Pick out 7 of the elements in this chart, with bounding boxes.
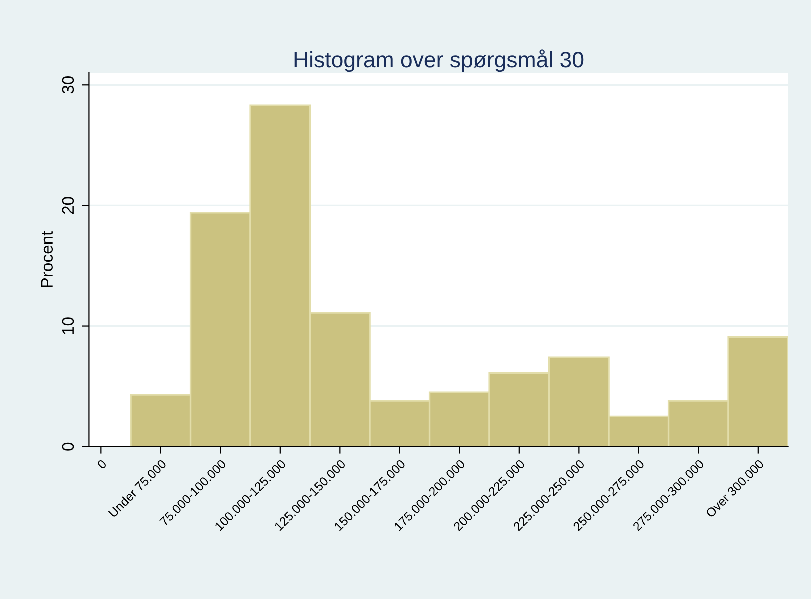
y-tick-label: 20 xyxy=(62,197,74,214)
y-axis-title: Procent xyxy=(41,231,54,288)
y-tick-label: 0 xyxy=(62,442,74,451)
y-tick-label: 30 xyxy=(62,76,74,94)
y-tick-label: 10 xyxy=(62,318,74,334)
x-tick-label: 0 xyxy=(96,459,108,470)
chart-title: Histogram over spørgsmål 30 xyxy=(294,50,584,72)
